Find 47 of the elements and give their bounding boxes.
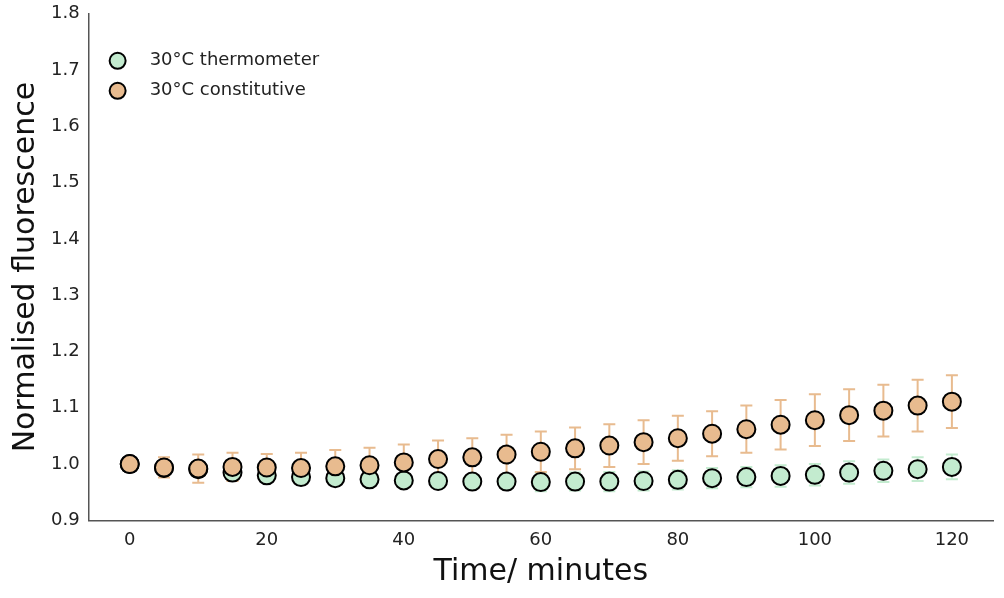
point	[736, 419, 757, 440]
point	[667, 428, 688, 449]
legend-label: 30°C constitutive	[149, 78, 306, 100]
point	[770, 414, 791, 435]
point	[804, 410, 825, 431]
point	[633, 432, 654, 453]
x-axis-title: Time/ minutes	[432, 551, 649, 587]
point	[839, 405, 860, 426]
y-tick-label: 1.0	[50, 451, 80, 473]
y-tick-label: 1.6	[50, 114, 80, 136]
legend-label: 30°C thermometer	[149, 48, 320, 70]
point	[599, 435, 620, 456]
point	[256, 457, 277, 478]
x-tick-label: 20	[255, 527, 279, 549]
y-tick-label: 1.5	[50, 170, 80, 192]
point	[393, 452, 414, 473]
y-tick-label: 1.8	[50, 1, 80, 23]
y-tick-label: 1.4	[50, 226, 80, 248]
point	[702, 423, 723, 444]
point	[359, 455, 380, 476]
point	[462, 471, 483, 492]
y-axis-title: Normalised fluorescence	[5, 81, 41, 453]
y-tick-label: 1.2	[50, 339, 80, 361]
point	[941, 391, 962, 412]
point	[565, 438, 586, 459]
x-tick-label: 40	[392, 527, 416, 549]
x-tick-label: 100	[797, 527, 833, 549]
point	[325, 456, 346, 477]
point	[428, 449, 449, 470]
x-tick-label: 60	[529, 527, 553, 549]
point	[462, 447, 483, 468]
y-tick-label: 1.7	[50, 57, 80, 79]
y-tick-label: 0.9	[50, 508, 80, 530]
point	[496, 471, 517, 492]
point	[222, 456, 243, 477]
point	[496, 444, 517, 465]
point	[530, 441, 551, 462]
y-tick-label: 1.1	[50, 395, 80, 417]
y-tick-label: 1.3	[50, 282, 80, 304]
x-tick-label: 120	[934, 527, 970, 549]
point	[291, 458, 312, 479]
point	[873, 400, 894, 421]
x-tick-label: 0	[124, 527, 136, 549]
x-tick-label: 80	[666, 527, 690, 549]
point	[907, 395, 928, 416]
point	[428, 471, 449, 491]
point	[393, 470, 414, 491]
